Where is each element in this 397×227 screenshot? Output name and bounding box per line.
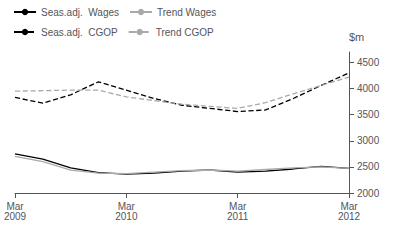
svg-text:2011: 2011: [227, 211, 249, 222]
svg-text:2500: 2500: [357, 161, 380, 172]
svg-text:Trend Wages: Trend Wages: [157, 7, 216, 18]
svg-text:Trend CGOP: Trend CGOP: [156, 27, 214, 38]
svg-text:2012: 2012: [338, 211, 361, 222]
svg-text:Seas.adj. Wages: Seas.adj. Wages: [41, 7, 119, 18]
svg-text:Mar: Mar: [6, 200, 24, 212]
svg-text:Mar: Mar: [229, 200, 247, 212]
svg-text:4500: 4500: [357, 57, 380, 68]
svg-text:3500: 3500: [357, 109, 380, 120]
svg-text:4000: 4000: [357, 83, 380, 94]
svg-text:$m: $m: [349, 31, 364, 43]
svg-text:Mar: Mar: [117, 200, 135, 212]
svg-text:2010: 2010: [115, 211, 138, 222]
svg-text:2000: 2000: [357, 188, 380, 199]
svg-text:2009: 2009: [4, 211, 27, 222]
svg-text:Mar: Mar: [340, 200, 358, 212]
svg-text:Seas.adj. CGOP: Seas.adj. CGOP: [41, 27, 118, 38]
svg-text:3000: 3000: [357, 135, 380, 146]
